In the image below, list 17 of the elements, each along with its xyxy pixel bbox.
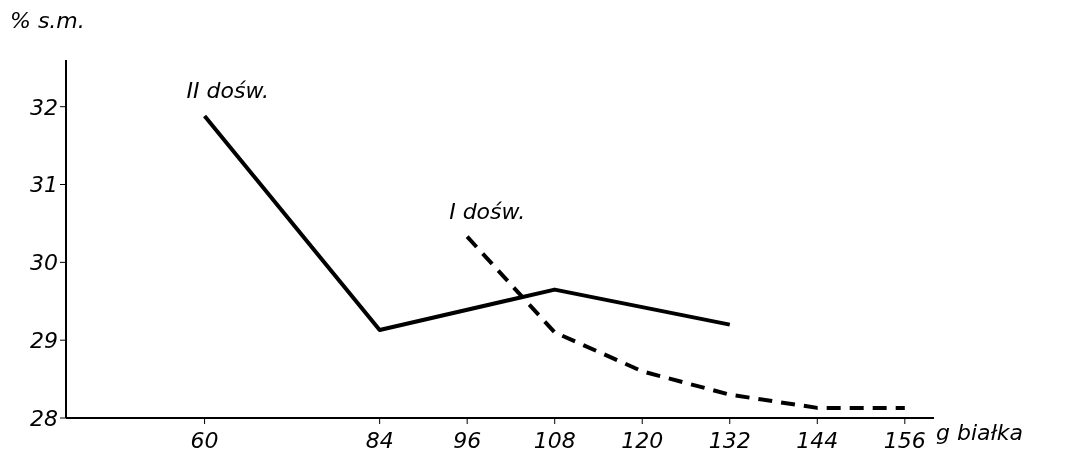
y-tick-label: 32 (30, 94, 58, 120)
series-label: I dośw. (449, 198, 526, 224)
y-tick-label: 28 (30, 405, 58, 431)
x-tick-label: 156 (883, 427, 926, 453)
x-tick-label: 84 (365, 427, 394, 453)
y-axis-title: % s.m. (10, 8, 85, 33)
series-label: II dośw. (186, 78, 270, 104)
x-tick-label: 120 (621, 427, 664, 453)
x-tick-label: 60 (190, 427, 219, 453)
y-tick-label: 29 (30, 327, 58, 353)
x-tick-label: 96 (453, 427, 482, 453)
x-tick-label: 108 (533, 427, 576, 453)
y-tick-label: 30 (30, 250, 58, 276)
y-tick-label: 31 (30, 172, 58, 198)
x-tick-label: 132 (708, 427, 751, 453)
x-axis-title: g białka (936, 420, 1024, 445)
x-tick-label: 144 (796, 427, 839, 453)
